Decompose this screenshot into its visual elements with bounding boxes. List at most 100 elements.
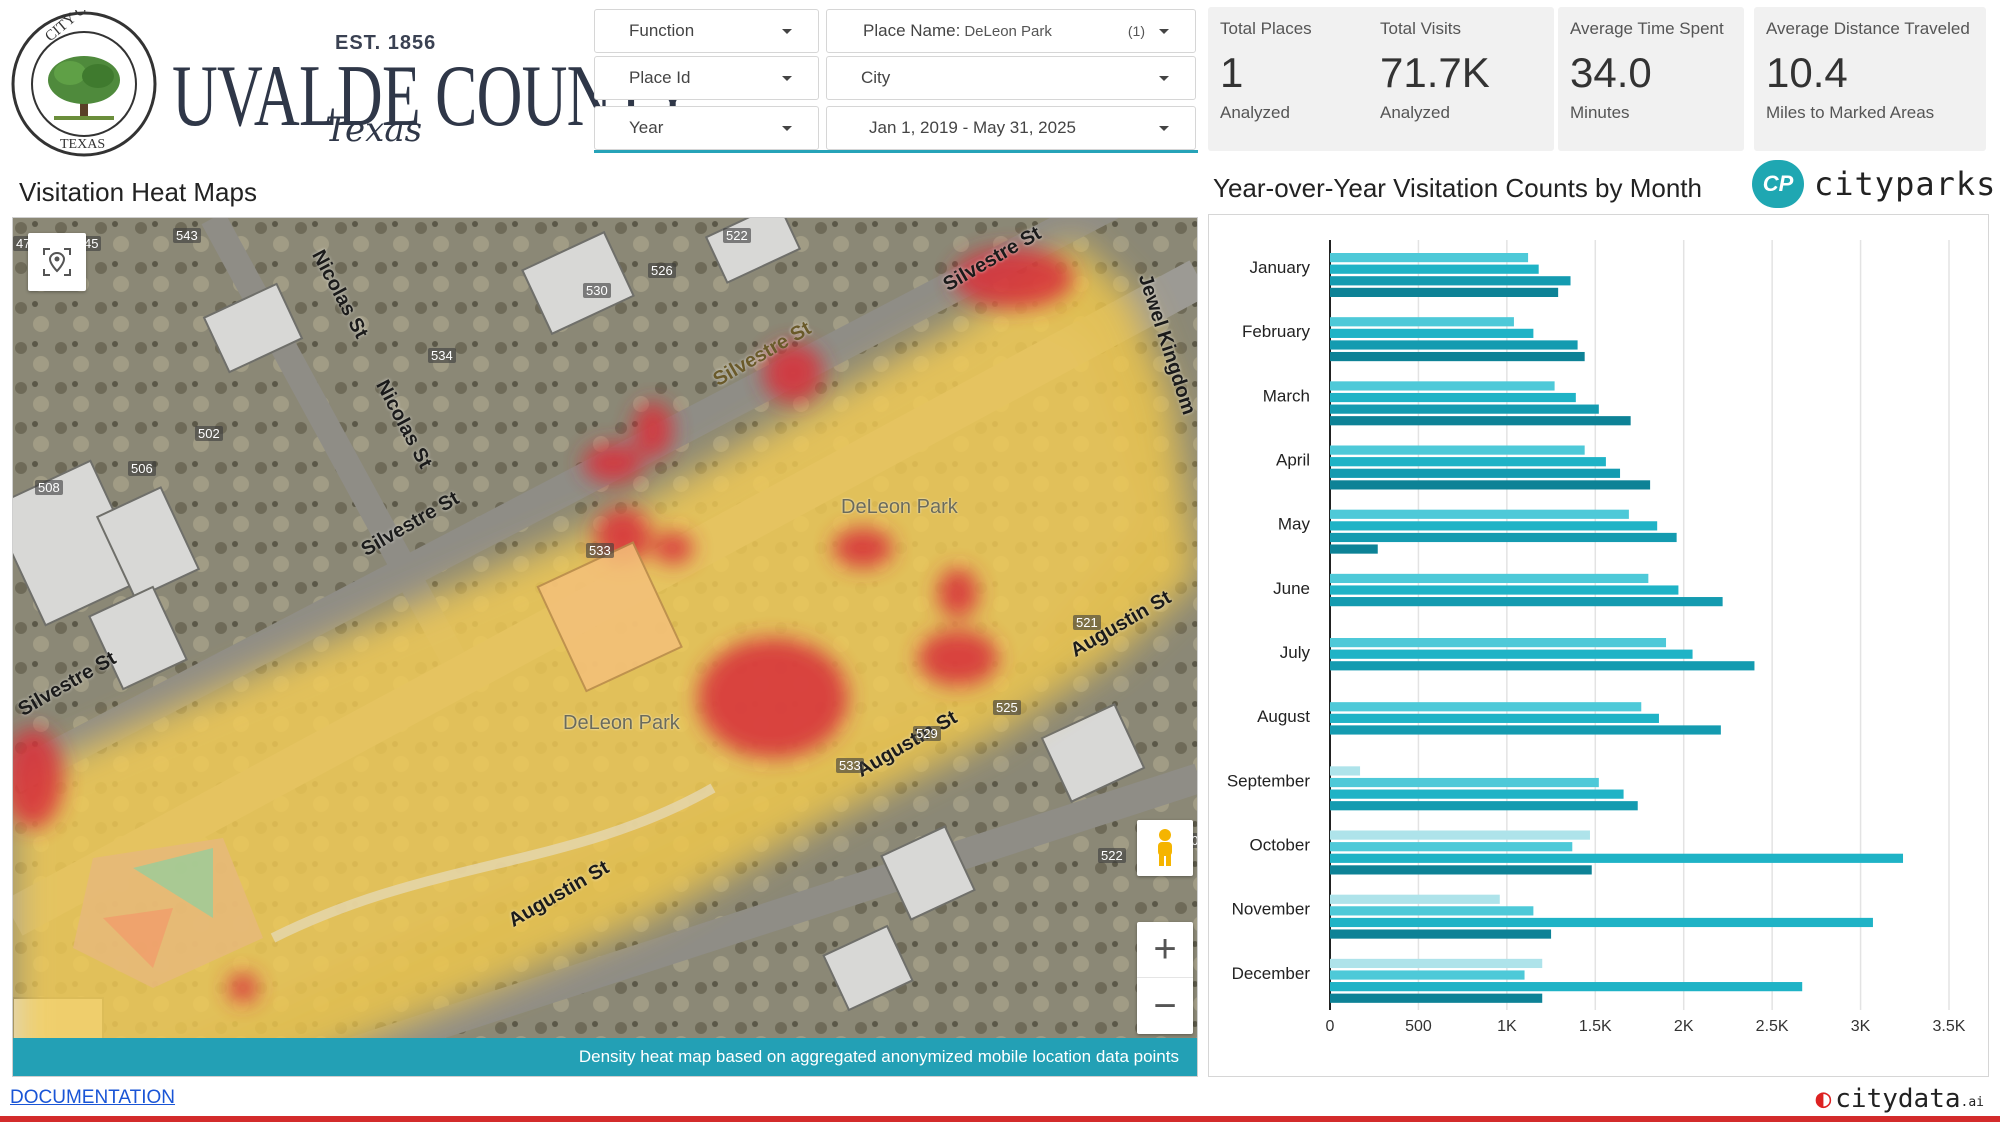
place-id-filter[interactable]: Place Id: [594, 56, 819, 100]
kpi-value: 1: [1220, 49, 1244, 96]
bar[interactable]: [1330, 766, 1361, 776]
date-range-value: Jan 1, 2019 - May 31, 2025: [869, 118, 1076, 137]
cityparks-wordmark: cityparks: [1814, 165, 1997, 203]
bar[interactable]: [1330, 865, 1592, 875]
bar[interactable]: [1330, 853, 1904, 863]
citydata-logo: ◐ citydata .ai: [1816, 1084, 1984, 1114]
bar[interactable]: [1330, 573, 1649, 584]
y-category-label: September: [1227, 771, 1310, 790]
place-label: DeLeon Park: [563, 712, 680, 734]
x-tick-label: 500: [1405, 1018, 1432, 1035]
y-category-label: February: [1242, 322, 1311, 341]
chevron-down-icon: [1159, 76, 1169, 81]
citydata-wordmark: citydata: [1835, 1084, 1961, 1114]
x-tick-label: 3K: [1851, 1018, 1871, 1035]
bar[interactable]: [1330, 509, 1629, 519]
bar[interactable]: [1330, 340, 1578, 350]
x-tick-label: 3.5K: [1933, 1018, 1966, 1035]
function-filter-label: Function: [629, 21, 695, 40]
house-number: 525: [993, 700, 1021, 715]
bar[interactable]: [1330, 480, 1651, 490]
bar[interactable]: [1330, 970, 1525, 980]
heat-map[interactable]: Silvestre St Silvestre St Silvestre St S…: [12, 217, 1198, 1077]
bar[interactable]: [1330, 544, 1378, 554]
x-tick-label: 2K: [1674, 1018, 1694, 1035]
place-name-filter-value: DeLeon Park: [964, 22, 1052, 40]
kpi-title: Average Distance Traveled: [1766, 19, 1970, 38]
house-number: 530: [583, 283, 611, 298]
bar[interactable]: [1330, 521, 1658, 531]
bar[interactable]: [1330, 264, 1539, 274]
bar[interactable]: [1330, 468, 1621, 478]
yoy-visitation-chart: 0 500 1K 1.5K 2K 2.5K 3K 3.5K January February Mar…: [1208, 214, 1989, 1077]
y-category-label: October: [1250, 836, 1311, 855]
locate-button[interactable]: [28, 233, 86, 291]
bar[interactable]: [1330, 789, 1624, 799]
kpi-value: 34.0: [1570, 49, 1652, 96]
bar[interactable]: [1330, 276, 1571, 286]
bar[interactable]: [1330, 445, 1585, 455]
date-range-picker[interactable]: Jan 1, 2019 - May 31, 2025: [826, 106, 1196, 150]
bar[interactable]: [1330, 392, 1576, 403]
y-category-label: April: [1276, 451, 1310, 470]
documentation-link[interactable]: DOCUMENTATION: [10, 1087, 176, 1108]
zoom-in-button[interactable]: +: [1137, 922, 1193, 978]
house-number: 522: [1098, 848, 1126, 863]
bar[interactable]: [1330, 894, 1500, 904]
street-view-pegman-button[interactable]: [1137, 820, 1193, 876]
bar[interactable]: [1330, 649, 1693, 659]
bar[interactable]: [1330, 404, 1599, 414]
bar[interactable]: [1330, 830, 1590, 840]
bar[interactable]: [1330, 982, 1803, 992]
bar[interactable]: [1330, 351, 1585, 362]
kpi-average-distance: Average Distance Traveled 10.4 Miles to …: [1754, 7, 1986, 151]
x-tick-label: 1K: [1497, 1018, 1517, 1035]
bar[interactable]: [1330, 457, 1606, 467]
location-icon: [43, 248, 71, 276]
year-filter[interactable]: Year: [594, 106, 819, 150]
function-filter[interactable]: Function: [594, 9, 819, 53]
bar[interactable]: [1330, 702, 1642, 712]
y-category-label: May: [1278, 515, 1311, 534]
zoom-out-button[interactable]: −: [1153, 983, 1177, 1028]
bar[interactable]: [1330, 638, 1667, 648]
bar[interactable]: [1330, 416, 1631, 426]
kpi-title: Average Time Spent: [1570, 19, 1724, 38]
bar[interactable]: [1330, 532, 1677, 543]
bar[interactable]: [1330, 661, 1755, 671]
bar[interactable]: [1330, 917, 1873, 928]
bar[interactable]: [1330, 381, 1555, 391]
kpi-title: Total Places: [1220, 19, 1312, 38]
x-tick-label: 1.5K: [1579, 1018, 1612, 1035]
bar[interactable]: [1330, 287, 1559, 297]
bar[interactable]: [1330, 777, 1599, 788]
y-category-label: March: [1263, 386, 1310, 405]
place-name-filter[interactable]: Place Name: DeLeon Park (1): [826, 9, 1196, 53]
filter-underline: [594, 150, 1198, 153]
city-filter[interactable]: City: [826, 56, 1196, 100]
house-number: 506: [128, 461, 156, 476]
bar[interactable]: [1330, 842, 1573, 852]
bar[interactable]: [1330, 253, 1529, 263]
bar[interactable]: [1330, 585, 1679, 595]
bar[interactable]: [1330, 725, 1721, 735]
kpi-subtitle: Minutes: [1570, 103, 1630, 122]
house-number: 529: [913, 726, 941, 741]
bar[interactable]: [1330, 958, 1543, 969]
bar[interactable]: [1330, 906, 1534, 916]
house-number: 502: [195, 426, 223, 441]
y-category-label: June: [1273, 579, 1310, 598]
zoom-controls: + −: [1137, 922, 1193, 1034]
bar[interactable]: [1330, 713, 1659, 723]
place-label: DeLeon Park: [841, 496, 958, 518]
bar[interactable]: [1330, 597, 1723, 607]
house-number: 534: [428, 348, 456, 363]
year-filter-label: Year: [629, 118, 664, 137]
citydata-mark-icon: ◐: [1815, 1084, 1832, 1114]
bar[interactable]: [1330, 929, 1552, 939]
bar[interactable]: [1330, 317, 1514, 327]
bar[interactable]: [1330, 328, 1534, 338]
bar[interactable]: [1330, 801, 1638, 811]
bar[interactable]: [1330, 993, 1543, 1003]
